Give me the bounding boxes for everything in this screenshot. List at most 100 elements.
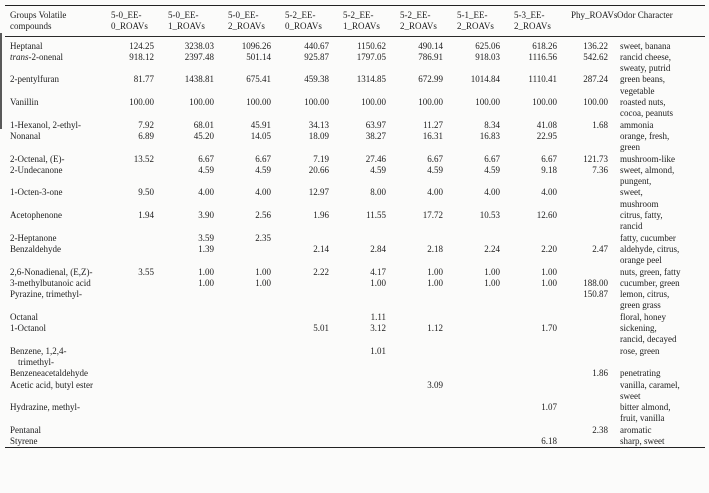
value-cell: [456, 346, 513, 369]
value-cell: [284, 312, 342, 323]
compound-name: Heptanal: [5, 36, 110, 52]
compound-name-text: 2-pentylfuran: [10, 74, 59, 85]
col-header: 5-0_EE- 0_ROAVs: [110, 5, 167, 37]
value-cell: 20.66: [308, 164, 329, 175]
value-cell: [342, 436, 399, 448]
compound-name-text: Nonanal: [10, 130, 41, 141]
value-cell: [284, 425, 342, 436]
value-cell: 6.67: [198, 153, 214, 164]
value-cell: 1.68: [592, 119, 608, 130]
value-cell: 6.67: [484, 153, 500, 164]
value-cell: [110, 165, 167, 188]
value-cell: [570, 323, 616, 346]
compound-name-text: 1-Octanol: [10, 323, 46, 334]
table-row: Benzeneacetaldehyde 1.86 penetrating: [5, 368, 705, 379]
compound-name: 1-Octanol: [5, 323, 110, 346]
value-cell: [284, 402, 342, 425]
value-cell: 188.00: [583, 277, 608, 288]
value-cell: [399, 436, 456, 448]
odor-cell: rose, green: [620, 345, 660, 356]
compound-name-text: Vanillin: [10, 97, 39, 108]
value-cell: [167, 368, 227, 379]
odor-cell: aldehyde, citrus, orange peel: [620, 243, 680, 266]
value-cell: 6.89: [138, 130, 154, 141]
odor-cell: citrus, fatty, rancid: [620, 210, 663, 232]
col-header-line: 0_ROAVs: [285, 21, 322, 32]
odor-cell: ammonia: [620, 119, 654, 130]
value-cell: [456, 289, 513, 312]
odor-cell: lemon, citrus, green grass: [620, 289, 670, 311]
odor-cell: sweet, banana: [620, 40, 671, 51]
table-row: Benzaldehyde 1.39 2.14 2.84 2.18 2.24 2.20 2.47…: [5, 244, 705, 267]
value-cell: [110, 233, 167, 244]
odor-cell: roasted nuts, cocoa, peanuts: [620, 97, 673, 119]
col-header-line: compounds: [10, 21, 52, 32]
value-cell: 675.41: [246, 74, 271, 85]
value-cell: 100.00: [475, 97, 500, 108]
compound-name-text: 2-Heptanone: [10, 232, 57, 243]
compound-name: Pentanal: [5, 425, 110, 436]
col-header: 5-2_EE- 0_ROAVs: [284, 5, 342, 37]
col-header-line: 2_ROAVs: [400, 21, 437, 32]
value-cell: 2.47: [592, 243, 608, 254]
value-cell: 1.01: [370, 345, 386, 356]
value-cell: 1116.56: [528, 51, 557, 62]
value-cell: 4.59: [198, 164, 214, 175]
compound-name-text: Heptanal: [10, 40, 43, 51]
table-row: trans-2-onenal 918.12 2397.48 501.14 925.87 1…: [5, 52, 705, 75]
compound-name: Acetophenone: [5, 210, 110, 233]
value-cell: 12.97: [308, 187, 329, 198]
value-cell: [399, 233, 456, 244]
value-cell: 1110.41: [528, 74, 557, 85]
value-cell: 1.00: [484, 277, 500, 288]
table-row: 2-Heptanone 3.59 2.35 fatty, cucumber: [5, 233, 705, 244]
value-cell: [570, 312, 616, 323]
value-cell: 786.91: [418, 51, 443, 62]
value-cell: 2.84: [370, 243, 386, 254]
value-cell: 2.56: [255, 210, 271, 221]
value-cell: 3.90: [198, 210, 214, 221]
compound-name-text: 2-Octenal, (E)-: [10, 153, 65, 164]
col-header-line: 5-0_EE-: [111, 10, 142, 20]
value-cell: 100.00: [583, 97, 608, 108]
value-cell: 287.24: [583, 74, 608, 85]
col-header: 5-0_EE- 1_ROAVs: [167, 5, 227, 37]
value-cell: [110, 323, 167, 346]
value-cell: 1.00: [255, 266, 271, 277]
compound-name: Styrene: [5, 436, 110, 448]
value-cell: [570, 402, 616, 425]
value-cell: 81.77: [133, 74, 154, 85]
col-header: 5-0_EE- 2_ROAVs: [227, 5, 284, 37]
value-cell: 10.53: [479, 210, 500, 221]
value-cell: [456, 380, 513, 403]
value-cell: 63.97: [365, 119, 386, 130]
value-cell: [110, 278, 167, 289]
value-cell: 4.59: [255, 164, 271, 175]
value-cell: 1.00: [198, 266, 214, 277]
value-cell: 4.59: [427, 164, 443, 175]
value-cell: 925.87: [304, 51, 329, 62]
value-cell: 22.95: [536, 130, 557, 141]
value-cell: [110, 368, 167, 379]
value-cell: [227, 244, 284, 267]
compound-name-text: Benzeneacetaldehyde: [10, 368, 88, 379]
compound-name: 2-pentylfuran: [5, 74, 110, 97]
value-cell: 9.50: [138, 187, 154, 198]
table-row: Heptanal 124.25 3238.03 1096.26 440.67 1150.6…: [5, 36, 705, 52]
value-cell: [456, 312, 513, 323]
value-cell: [167, 289, 227, 312]
value-cell: [227, 346, 284, 369]
odor-cell: green beans, vegetable: [620, 74, 665, 96]
value-cell: [513, 312, 570, 323]
compound-name-text: 1-Octen-3-one: [10, 187, 63, 198]
value-cell: [167, 436, 227, 448]
value-cell: 2.14: [313, 243, 329, 254]
compound-name-text: Hydrazine, methyl-: [10, 402, 80, 413]
paper-table-page: Groups Volatile compounds 5-0_EE- 0_ROAVs 5-…: [0, 5, 709, 493]
compound-name: Vanillin: [5, 97, 110, 120]
odor-cell: sickening, rancid, decayed: [620, 323, 677, 345]
compound-name: Pyrazine, trimethyl-: [5, 289, 110, 312]
value-cell: [570, 187, 616, 210]
value-cell: 124.25: [129, 40, 154, 51]
value-cell: 1.00: [427, 266, 443, 277]
